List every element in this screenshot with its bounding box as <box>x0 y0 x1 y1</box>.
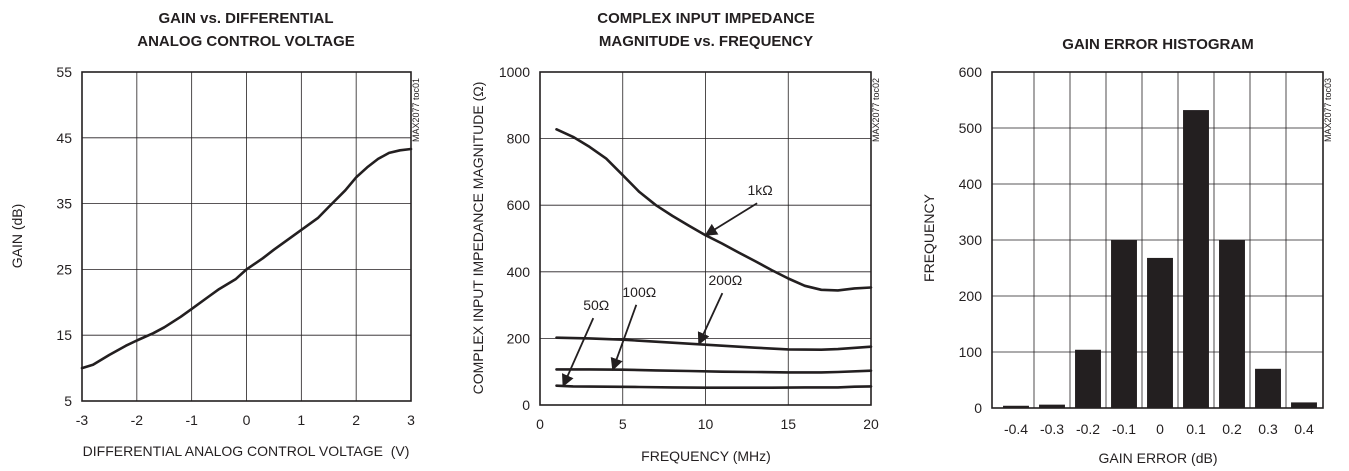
histogram-bar <box>1003 405 1029 408</box>
x-tick-label: 0.3 <box>1258 421 1278 437</box>
x-tick-label: -0.2 <box>1076 421 1100 437</box>
x-tick-label: 15 <box>780 416 796 432</box>
x-tick-label: 0.4 <box>1294 421 1314 437</box>
x-axis-label: FREQUENCY (MHz) <box>641 448 771 464</box>
figure-code-label: MAX2077 toc01 <box>411 78 421 142</box>
y-tick-label: 400 <box>507 264 531 280</box>
gain-vs-control-voltage-chart: GAIN vs. DIFFERENTIAL ANALOG CONTROL VOL… <box>9 10 421 459</box>
x-tick-label: -0.1 <box>1112 421 1136 437</box>
curve-annotation-label: 1kΩ <box>747 182 772 198</box>
histogram-bar <box>1183 110 1209 408</box>
y-tick-label: 600 <box>959 64 983 80</box>
x-tick-label: 0.2 <box>1222 421 1242 437</box>
histogram-bar <box>1255 368 1281 408</box>
annotation-arrow <box>562 317 595 388</box>
chart-title-line1: GAIN vs. DIFFERENTIAL <box>158 10 333 27</box>
x-tick-label: 2 <box>352 412 360 428</box>
curve-annotation-label: 50Ω <box>583 297 609 313</box>
y-tick-label: 0 <box>974 400 982 416</box>
y-axis-label: FREQUENCY <box>921 193 937 282</box>
y-axis-label: GAIN (dB) <box>9 204 25 269</box>
series-line <box>555 384 873 389</box>
curve-annotation-label: 100Ω <box>622 284 656 300</box>
plot-frame <box>81 71 412 402</box>
annotation-arrow <box>610 304 638 371</box>
histogram-bar <box>1111 240 1137 408</box>
x-tick-label: 3 <box>407 412 415 428</box>
series-line <box>555 336 873 351</box>
x-tick-label: 20 <box>863 416 879 432</box>
y-tick-label: 45 <box>56 130 72 146</box>
y-tick-label: 600 <box>507 197 531 213</box>
x-axis-label: GAIN ERROR (dB) <box>1098 450 1217 466</box>
x-axis-label: DIFFERENTIAL ANALOG CONTROL VOLTAGE (V) <box>83 443 410 459</box>
annotation-arrow <box>704 202 758 236</box>
y-tick-label: 25 <box>56 261 72 277</box>
chart-title: GAIN ERROR HISTOGRAM <box>1062 36 1253 53</box>
y-tick-label: 0 <box>522 397 530 413</box>
histogram-bar <box>1219 240 1245 408</box>
y-tick-label: 1000 <box>499 64 530 80</box>
figure-code-label: MAX2077 toc02 <box>871 78 881 142</box>
y-tick-label: 500 <box>959 120 983 136</box>
impedance-vs-frequency-chart: COMPLEX INPUT IMPEDANCE MAGNITUDE vs. FR… <box>470 10 881 464</box>
chart-title-line2: MAGNITUDE vs. FREQUENCY <box>599 33 813 50</box>
x-tick-label: 0 <box>536 416 544 432</box>
plot-frame <box>539 71 872 406</box>
x-tick-label: 5 <box>619 416 627 432</box>
x-tick-label: 1 <box>297 412 305 428</box>
x-tick-label: -1 <box>185 412 198 428</box>
x-tick-label: -0.3 <box>1040 421 1064 437</box>
x-tick-label: 0.1 <box>1186 421 1206 437</box>
x-tick-label: -3 <box>76 412 89 428</box>
histogram-bar <box>1147 257 1173 408</box>
y-tick-label: 55 <box>56 64 72 80</box>
gain-error-histogram-chart: GAIN ERROR HISTOGRAM 0 100 200 300 400 500 600… <box>921 36 1333 466</box>
y-tick-label: 35 <box>56 196 72 212</box>
series-line <box>555 368 873 374</box>
histogram-bar <box>1291 402 1317 408</box>
y-axis-label: COMPLEX INPUT IMPEDANCE MAGNITUDE (Ω) <box>470 82 486 395</box>
x-tick-label: 10 <box>698 416 714 432</box>
annotation-arrow <box>697 292 724 346</box>
chart-title-line2: ANALOG CONTROL VOLTAGE <box>137 33 355 50</box>
x-tick-label: -0.4 <box>1004 421 1028 437</box>
series-line <box>555 128 873 292</box>
figure-code-label: MAX2077 toc03 <box>1323 78 1333 142</box>
curve-annotation-label: 200Ω <box>708 272 742 288</box>
y-tick-label: 15 <box>56 327 72 343</box>
histogram-bar <box>1075 349 1101 408</box>
series-line <box>80 147 413 370</box>
x-tick-label: 0 <box>1156 421 1164 437</box>
y-tick-label: 100 <box>959 344 983 360</box>
x-tick-label: 0 <box>243 412 251 428</box>
y-tick-label: 5 <box>64 393 72 409</box>
y-tick-label: 200 <box>507 330 531 346</box>
y-tick-label: 400 <box>959 176 983 192</box>
y-tick-label: 200 <box>959 288 983 304</box>
y-tick-label: 800 <box>507 131 531 147</box>
y-tick-label: 300 <box>959 232 983 248</box>
chart-title-line1: COMPLEX INPUT IMPEDANCE <box>597 10 815 27</box>
x-tick-label: -2 <box>131 412 144 428</box>
histogram-bar <box>1039 404 1065 408</box>
